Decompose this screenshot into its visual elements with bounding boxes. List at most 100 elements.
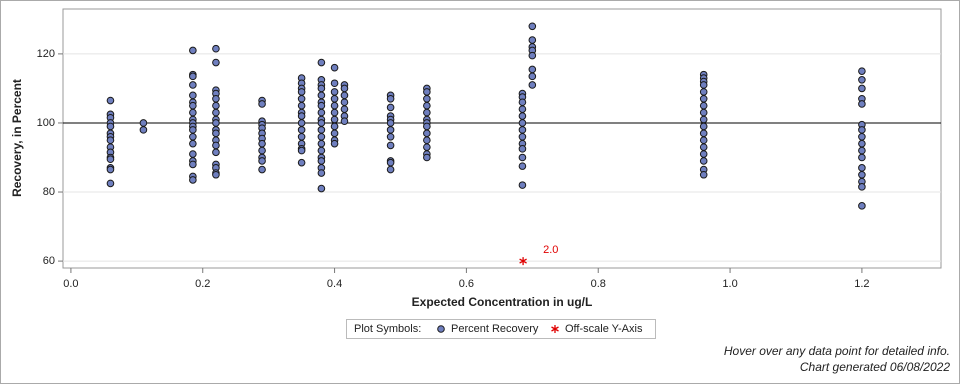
data-point bbox=[297, 88, 306, 96]
data-point bbox=[518, 112, 527, 120]
data-point bbox=[330, 122, 339, 131]
data-point bbox=[386, 103, 395, 112]
data-point bbox=[189, 91, 197, 100]
data-point bbox=[317, 91, 326, 100]
footer-date: Chart generated 06/08/2022 bbox=[800, 360, 950, 374]
data-point bbox=[212, 170, 220, 179]
data-point bbox=[212, 148, 220, 157]
x-tick-label: 0.6 bbox=[459, 278, 474, 290]
data-point bbox=[386, 132, 395, 141]
data-point bbox=[317, 146, 326, 155]
data-point bbox=[212, 58, 220, 67]
data-point bbox=[212, 141, 220, 150]
data-point bbox=[212, 119, 220, 127]
data-point bbox=[106, 96, 115, 105]
off-scale-marker bbox=[519, 257, 527, 266]
data-point bbox=[340, 91, 349, 100]
data-point bbox=[317, 157, 326, 165]
legend-box bbox=[346, 319, 656, 339]
data-point bbox=[189, 150, 197, 158]
y-tick-label: 100 bbox=[37, 117, 55, 129]
x-tick-label: 1.2 bbox=[854, 278, 869, 290]
data-point bbox=[297, 94, 306, 103]
data-point bbox=[317, 119, 326, 127]
data-point bbox=[258, 146, 266, 155]
data-point bbox=[699, 94, 708, 103]
data-point bbox=[518, 132, 527, 141]
footer-note: Hover over any data point for detailed i… bbox=[724, 344, 950, 358]
data-point bbox=[106, 155, 115, 164]
data-point bbox=[317, 139, 326, 148]
x-tick-label: 1.0 bbox=[722, 278, 737, 290]
legend-marker bbox=[551, 325, 559, 333]
data-point bbox=[139, 119, 148, 127]
data-point bbox=[340, 105, 349, 113]
data-point bbox=[518, 162, 527, 170]
data-point bbox=[699, 122, 708, 131]
data-point bbox=[340, 117, 349, 126]
data-point bbox=[317, 169, 326, 177]
data-point bbox=[423, 143, 431, 151]
data-point bbox=[699, 115, 708, 124]
data-point bbox=[258, 139, 266, 148]
data-point bbox=[297, 146, 306, 155]
data-point bbox=[858, 164, 866, 172]
data-point bbox=[106, 165, 115, 174]
data-point bbox=[699, 136, 708, 145]
data-point bbox=[212, 94, 220, 103]
y-axis-label: Recovery, in Percent bbox=[10, 79, 24, 197]
data-point bbox=[386, 94, 395, 103]
data-point bbox=[189, 132, 197, 141]
legend-label: Percent Recovery bbox=[451, 323, 539, 335]
data-point bbox=[699, 143, 708, 151]
data-point bbox=[212, 44, 220, 53]
x-tick-label: 0.2 bbox=[195, 278, 210, 290]
legend-label: Off-scale Y-Axis bbox=[565, 323, 643, 335]
data-point bbox=[858, 146, 866, 155]
data-point bbox=[386, 119, 395, 127]
data-point bbox=[423, 94, 431, 103]
data-point bbox=[528, 65, 537, 74]
data-point bbox=[858, 75, 866, 84]
data-point bbox=[386, 126, 395, 134]
data-point bbox=[423, 136, 431, 145]
data-point bbox=[518, 105, 527, 113]
data-point bbox=[258, 100, 266, 108]
y-tick-label: 80 bbox=[43, 186, 55, 198]
data-point bbox=[699, 157, 708, 165]
data-point bbox=[297, 112, 306, 120]
data-point bbox=[258, 157, 266, 165]
x-tick-label: 0.8 bbox=[591, 278, 606, 290]
data-point bbox=[858, 84, 866, 93]
data-point bbox=[699, 150, 708, 158]
data-point bbox=[518, 145, 527, 153]
data-point bbox=[212, 108, 220, 117]
data-point bbox=[518, 153, 527, 162]
data-point bbox=[106, 136, 115, 145]
data-point bbox=[528, 81, 537, 89]
data-point bbox=[317, 84, 326, 93]
data-point bbox=[858, 132, 866, 141]
data-point bbox=[423, 122, 431, 131]
plot-area bbox=[62, 8, 942, 269]
data-point bbox=[528, 22, 537, 31]
data-point bbox=[189, 101, 197, 110]
data-point bbox=[518, 126, 527, 134]
data-point bbox=[189, 126, 197, 134]
data-point bbox=[330, 108, 339, 117]
data-point bbox=[423, 153, 431, 162]
data-point bbox=[330, 94, 339, 103]
y-tick-label: 120 bbox=[37, 48, 55, 60]
data-point bbox=[699, 170, 708, 179]
data-point bbox=[330, 139, 339, 148]
x-tick-label: 0.4 bbox=[327, 278, 342, 290]
data-point bbox=[423, 88, 431, 96]
x-tick-label: 0.0 bbox=[63, 278, 78, 290]
data-point bbox=[189, 81, 197, 89]
data-point bbox=[212, 129, 220, 138]
data-point bbox=[189, 46, 197, 55]
data-point bbox=[317, 132, 326, 141]
data-point bbox=[340, 84, 349, 93]
data-point bbox=[858, 67, 866, 75]
